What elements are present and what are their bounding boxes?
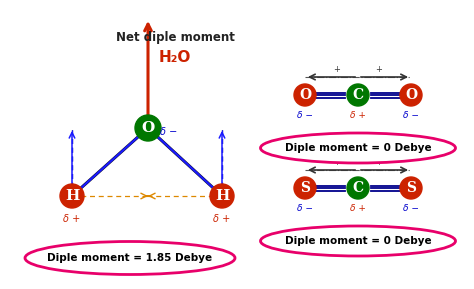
Text: δ +: δ + [213, 214, 231, 224]
Text: δ −: δ − [297, 204, 313, 213]
Circle shape [210, 184, 234, 208]
Circle shape [60, 184, 84, 208]
Circle shape [347, 177, 369, 199]
Text: +: + [334, 158, 340, 167]
Text: Diple moment = 1.85 Debye: Diple moment = 1.85 Debye [47, 253, 212, 263]
Text: O: O [141, 121, 155, 135]
Text: O: O [299, 88, 311, 102]
Ellipse shape [261, 226, 456, 256]
Text: +: + [375, 65, 383, 74]
Text: H: H [215, 189, 229, 203]
Text: δ +: δ + [350, 204, 366, 213]
Text: C: C [353, 88, 364, 102]
Circle shape [400, 84, 422, 106]
Text: O: O [405, 88, 417, 102]
Text: Diple moment = 0 Debye: Diple moment = 0 Debye [285, 143, 431, 153]
Circle shape [135, 115, 161, 141]
Text: Net diple moment: Net diple moment [116, 32, 235, 45]
Text: +: + [375, 158, 383, 167]
Text: C: C [353, 181, 364, 195]
Circle shape [294, 84, 316, 106]
Ellipse shape [261, 133, 456, 163]
Circle shape [400, 177, 422, 199]
Text: S: S [300, 181, 310, 195]
Text: δ −: δ − [403, 204, 419, 213]
Circle shape [347, 84, 369, 106]
Text: δ −: δ − [160, 127, 177, 137]
Text: H₂O: H₂O [159, 51, 191, 66]
Text: δ +: δ + [64, 214, 81, 224]
Text: δ +: δ + [350, 111, 366, 120]
Text: Diple moment = 0 Debye: Diple moment = 0 Debye [285, 236, 431, 246]
Text: H: H [65, 189, 79, 203]
Text: δ −: δ − [297, 111, 313, 120]
Circle shape [294, 177, 316, 199]
Ellipse shape [25, 242, 235, 275]
Text: S: S [406, 181, 416, 195]
Text: δ −: δ − [403, 111, 419, 120]
Text: +: + [334, 65, 340, 74]
